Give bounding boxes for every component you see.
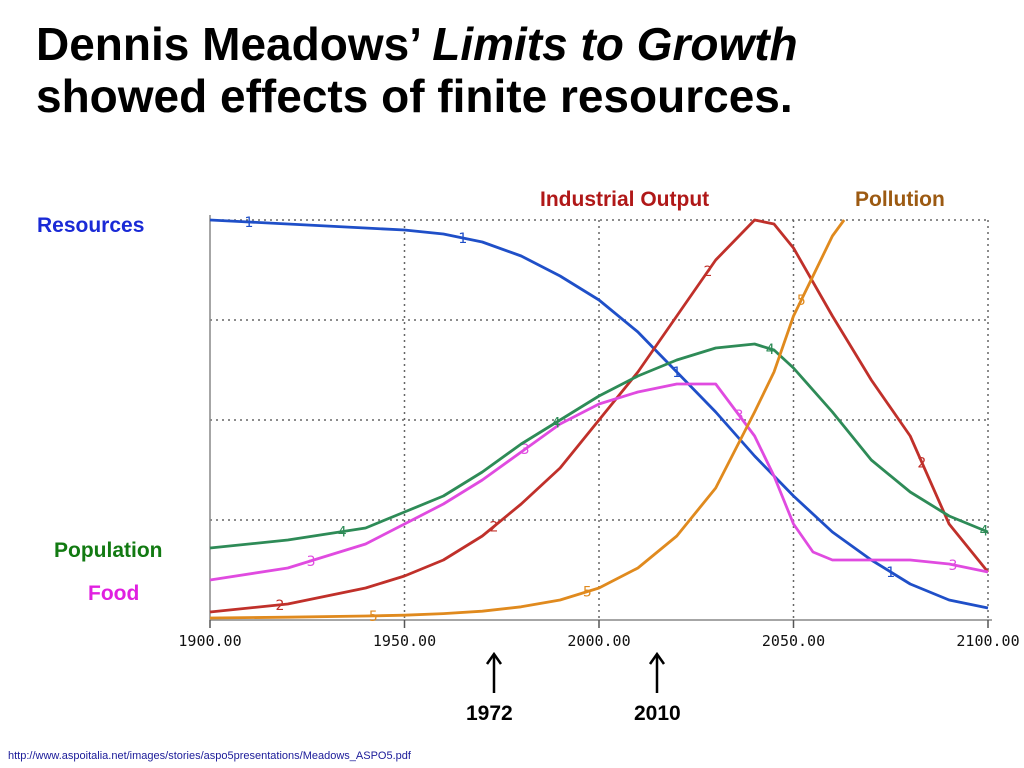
series-5-marker: 5: [583, 585, 592, 601]
arrow-up-icon-2010: [648, 651, 666, 693]
label-population: Population: [54, 539, 163, 562]
series-line-1: [209, 218, 989, 610]
marker-year-1972: 1972: [466, 702, 513, 725]
source-link[interactable]: http://www.aspoitalia.net/images/stories…: [8, 750, 411, 762]
series-4-marker: 4: [766, 342, 775, 358]
x-tick-label: 2100.00: [956, 632, 1019, 650]
series-2-marker: 2: [917, 455, 926, 471]
series-1-marker: 1: [458, 231, 467, 247]
x-tick-label: 2000.00: [567, 632, 630, 650]
arrow-up-icon-1972: [485, 651, 503, 693]
title-line-2: showed effects of finite resources.: [36, 70, 793, 122]
slide-title: Dennis Meadows’ Limits to Growth showed …: [36, 18, 1006, 122]
label-pollution: Pollution: [855, 188, 945, 211]
title-author: Dennis Meadows’: [36, 18, 433, 70]
series-1-marker: 1: [886, 565, 895, 581]
series-2-marker: 2: [490, 519, 499, 535]
label-resources: Resources: [37, 214, 145, 237]
series-5-marker: 5: [369, 609, 378, 625]
title-line-1: Dennis Meadows’ Limits to Growth: [36, 18, 1006, 70]
title-book: Limits to Growth: [432, 18, 798, 70]
series-3-marker: 3: [307, 554, 316, 570]
series-line-5: [209, 219, 846, 620]
series-5-marker: 5: [797, 293, 806, 309]
series-line-4: [209, 342, 989, 550]
x-tick-label: 1900.00: [178, 632, 241, 650]
series-3-marker: 3: [949, 558, 958, 574]
series-3-marker: 3: [735, 408, 744, 424]
marker-year-2010: 2010: [634, 702, 681, 725]
series-2-marker: 2: [703, 264, 712, 280]
x-tick-label: 1950.00: [373, 632, 436, 650]
series-line-2: [209, 218, 990, 614]
series-3-marker: 3: [521, 442, 530, 458]
series-4-marker: 4: [980, 523, 989, 539]
label-food: Food: [88, 582, 140, 605]
series-1-marker: 1: [672, 365, 681, 381]
series-2-marker: 2: [276, 598, 285, 614]
series-1-marker: 1: [244, 215, 253, 231]
series-4-marker: 4: [552, 415, 561, 431]
series-4-marker: 4: [338, 525, 347, 541]
x-tick-label: 2050.00: [762, 632, 825, 650]
label-industrial-output: Industrial Output: [540, 188, 710, 211]
